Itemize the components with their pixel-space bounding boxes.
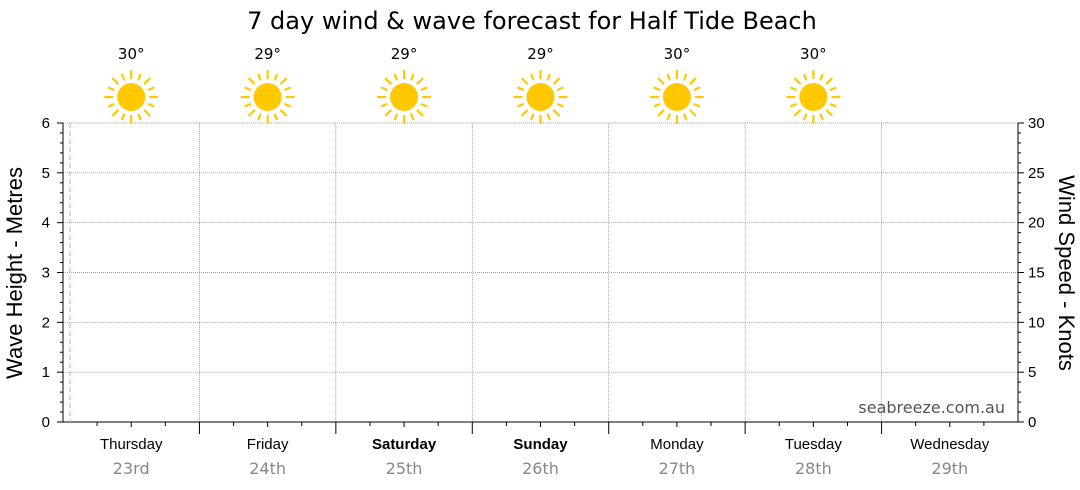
sun-icon <box>786 69 841 125</box>
left-tick-label: 6 <box>42 115 50 132</box>
left-axis-title: Wave Height - Metres <box>2 167 27 379</box>
right-tick-label: 5 <box>1028 364 1036 381</box>
left-tick-label: 5 <box>42 165 50 182</box>
left-tick-label: 2 <box>42 314 50 331</box>
temperature-label: 29° <box>254 45 281 63</box>
daily-weather: 30° 29° 29° 29° 30° 30° <box>104 45 841 125</box>
right-tick-label: 25 <box>1028 165 1045 182</box>
sun-icon <box>240 69 295 125</box>
day-date-label: 27th <box>659 459 696 478</box>
temperature-label: 29° <box>391 45 418 63</box>
sun-icon <box>104 69 159 125</box>
day-date-label: 28th <box>795 459 832 478</box>
chart-title: 7 day wind & wave forecast for Half Tide… <box>247 7 817 35</box>
grid-lines <box>63 122 1018 422</box>
day-date-label: 24th <box>249 459 286 478</box>
left-tick-label: 1 <box>42 364 50 381</box>
day-date-label: 29th <box>931 459 968 478</box>
right-tick-label: 30 <box>1028 115 1045 132</box>
temperature-label: 29° <box>527 45 554 63</box>
right-axis-ticks: 0 5 10 15 20 25 30 <box>1018 115 1045 431</box>
day-name-label: Wednesday <box>910 436 989 453</box>
left-tick-label: 0 <box>42 414 50 431</box>
right-tick-label: 20 <box>1028 215 1045 232</box>
day-date-label: 26th <box>522 459 559 478</box>
day-columns: Thursday 23rd Friday 24th Saturday 25th Sunday… <box>96 422 990 478</box>
sun-icon <box>376 69 432 125</box>
right-axis-title: Wind Speed - Knots <box>1054 175 1079 371</box>
right-tick-label: 15 <box>1028 265 1045 282</box>
day-name-label: Sunday <box>513 436 568 453</box>
day-name-label: Monday <box>650 436 704 453</box>
temperature-label: 30° <box>118 45 145 63</box>
day-date-label: 25th <box>386 459 423 478</box>
day-name-label: Saturday <box>372 436 437 453</box>
right-tick-label: 0 <box>1028 414 1036 431</box>
sun-icon <box>513 69 568 125</box>
left-axis-ticks: 0 1 2 3 4 5 6 <box>42 115 63 431</box>
right-tick-label: 10 <box>1028 314 1045 331</box>
left-tick-label: 4 <box>42 215 50 232</box>
day-name-label: Friday <box>247 436 289 453</box>
day-name-label: Thursday <box>100 436 163 453</box>
left-tick-label: 3 <box>42 265 50 282</box>
axes <box>62 123 1019 423</box>
watermark: seabreeze.com.au <box>858 398 1005 417</box>
temperature-label: 30° <box>664 45 691 63</box>
day-date-label: 23rd <box>113 459 150 478</box>
day-name-label: Tuesday <box>785 436 842 453</box>
temperature-label: 30° <box>800 45 827 63</box>
sun-icon <box>649 69 705 125</box>
